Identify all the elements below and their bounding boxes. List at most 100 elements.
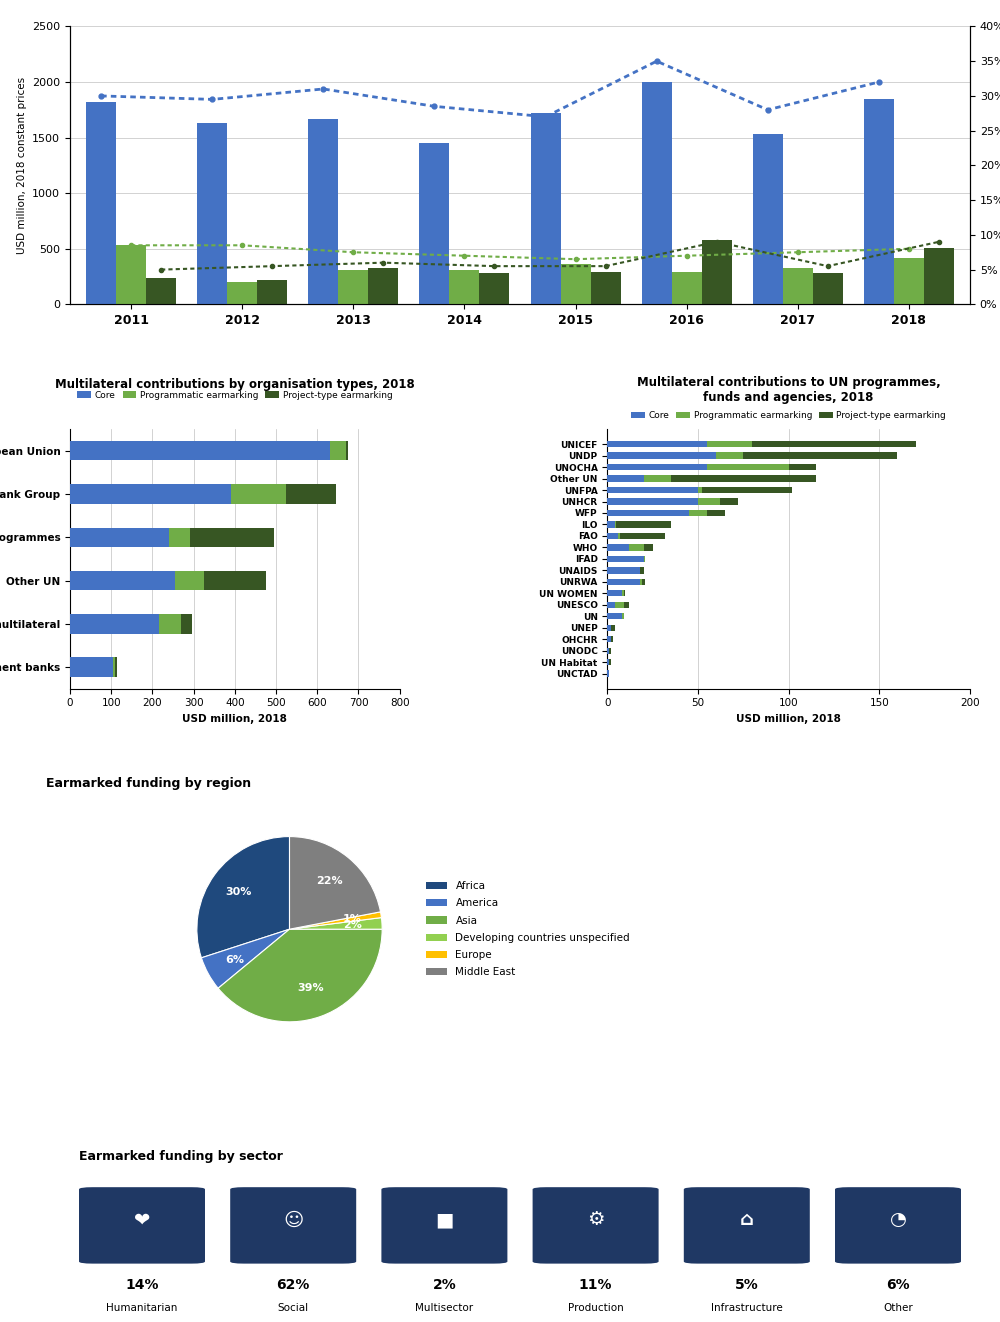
Bar <box>607 579 640 584</box>
Bar <box>707 510 725 516</box>
Bar <box>611 636 613 642</box>
Text: 30%: 30% <box>225 887 252 898</box>
Bar <box>70 527 169 547</box>
Bar <box>607 533 618 539</box>
Bar <box>607 442 707 447</box>
Bar <box>479 274 509 304</box>
Bar <box>159 613 181 633</box>
Bar <box>615 602 624 608</box>
Bar <box>615 521 616 527</box>
Bar <box>169 527 190 547</box>
Bar <box>716 452 743 459</box>
Bar <box>175 571 204 590</box>
Text: Production: Production <box>568 1303 623 1313</box>
Wedge shape <box>290 837 381 929</box>
Bar <box>70 657 113 677</box>
Bar <box>616 521 671 527</box>
Bar <box>702 239 732 304</box>
Bar <box>607 521 615 527</box>
Title: Multilateral contributions to UN programmes,
funds and agencies, 2018: Multilateral contributions to UN program… <box>637 377 941 405</box>
Bar <box>620 533 665 539</box>
Bar <box>640 567 644 574</box>
Title: Multilateral contributions by organisation types, 2018: Multilateral contributions by organisati… <box>55 378 415 390</box>
Bar <box>227 282 257 304</box>
Bar <box>698 486 702 493</box>
Bar <box>607 452 716 459</box>
Bar <box>286 484 336 504</box>
Bar <box>190 527 274 547</box>
Bar <box>338 271 368 304</box>
Legend: Africa, America, Asia, Developing countries unspecified, Europe, Middle East: Africa, America, Asia, Developing countr… <box>422 876 634 982</box>
Wedge shape <box>201 929 290 989</box>
Bar <box>146 278 176 304</box>
Bar <box>607 613 622 620</box>
Bar <box>607 567 640 574</box>
Bar <box>86 102 116 304</box>
Bar <box>257 280 287 304</box>
Bar <box>720 498 738 505</box>
Bar <box>607 670 609 677</box>
Text: Infrastructure: Infrastructure <box>711 1303 783 1313</box>
Bar <box>753 135 783 304</box>
Bar <box>813 272 843 304</box>
Bar <box>449 271 479 304</box>
Bar <box>607 555 644 562</box>
Bar <box>113 657 115 677</box>
Text: 2%: 2% <box>343 920 362 931</box>
Bar <box>707 442 752 447</box>
Bar <box>611 624 615 631</box>
Bar <box>624 602 629 608</box>
Bar <box>642 82 672 304</box>
Bar <box>702 486 792 493</box>
Wedge shape <box>218 929 382 1022</box>
Bar <box>642 579 645 584</box>
Text: Earmarked funding by sector: Earmarked funding by sector <box>79 1150 283 1163</box>
Bar <box>330 442 346 460</box>
Wedge shape <box>290 917 382 929</box>
Text: 6%: 6% <box>886 1278 910 1292</box>
Legend: Core, Programmatic earmarking, Project-type earmarking: Core, Programmatic earmarking, Project-t… <box>628 407 950 424</box>
Bar <box>607 545 629 550</box>
Text: 1%: 1% <box>342 915 361 924</box>
Bar <box>116 245 146 304</box>
Bar <box>607 658 609 665</box>
Bar <box>644 476 671 481</box>
Text: 2%: 2% <box>433 1278 456 1292</box>
Bar <box>346 442 348 460</box>
Bar <box>607 464 707 471</box>
Bar <box>70 571 175 590</box>
Text: 22%: 22% <box>316 875 343 886</box>
Bar <box>368 267 398 304</box>
Bar <box>698 498 720 505</box>
Text: Multisector: Multisector <box>415 1303 473 1313</box>
Bar <box>607 476 644 481</box>
Wedge shape <box>197 837 290 958</box>
Bar <box>607 636 611 642</box>
Bar <box>752 442 916 447</box>
Bar <box>789 464 816 471</box>
Bar <box>607 648 609 654</box>
Bar <box>197 123 227 304</box>
Bar <box>783 267 813 304</box>
Text: 39%: 39% <box>298 984 324 993</box>
Text: Earmarked funding by region: Earmarked funding by region <box>46 776 251 789</box>
Text: ☺: ☺ <box>283 1211 303 1229</box>
Text: ❤: ❤ <box>134 1211 150 1229</box>
Bar <box>607 602 615 608</box>
X-axis label: USD million, 2018: USD million, 2018 <box>182 714 287 724</box>
Text: ◔: ◔ <box>890 1211 906 1229</box>
Wedge shape <box>290 912 381 929</box>
FancyBboxPatch shape <box>684 1187 810 1264</box>
Text: ⌂: ⌂ <box>740 1211 754 1229</box>
Bar <box>181 613 192 633</box>
Bar <box>644 545 653 550</box>
Bar <box>607 510 689 516</box>
FancyBboxPatch shape <box>381 1187 507 1264</box>
Bar <box>707 464 789 471</box>
Bar <box>640 579 642 584</box>
Bar <box>308 119 338 304</box>
Bar <box>624 590 625 596</box>
Bar <box>531 114 561 304</box>
Bar <box>622 613 624 620</box>
FancyBboxPatch shape <box>79 1187 205 1264</box>
